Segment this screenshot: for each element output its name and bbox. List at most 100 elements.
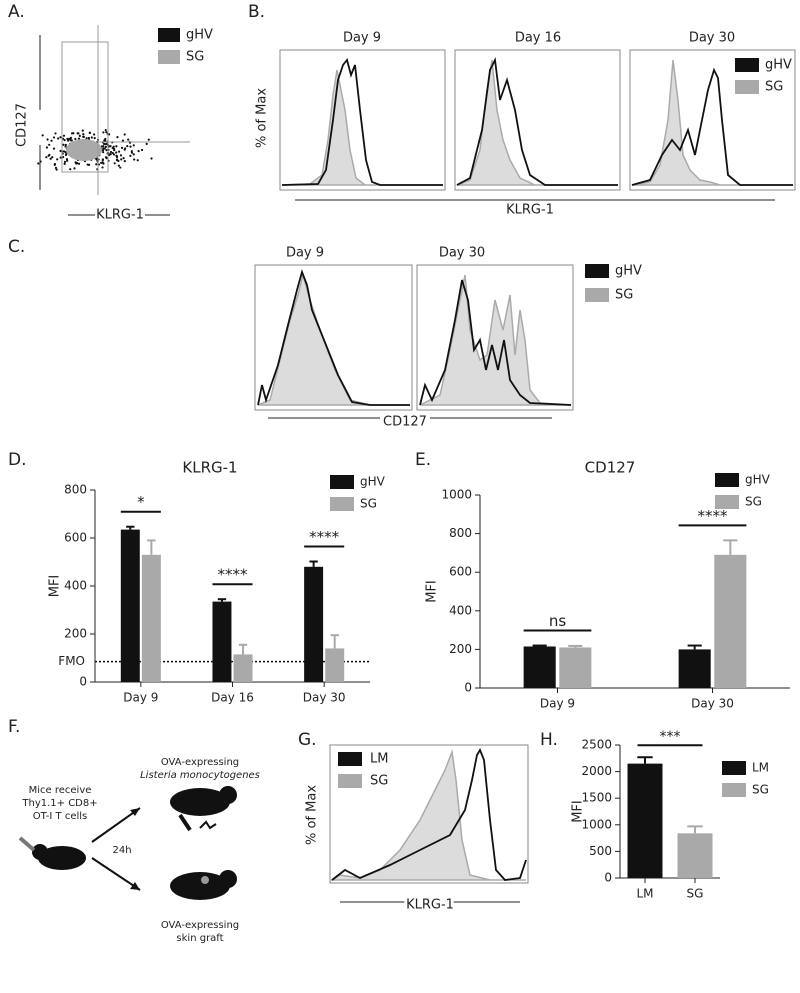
scatter-dot <box>86 163 89 166</box>
panel-g: G. LM SG % of Max KLRG-1 <box>298 730 529 916</box>
scatter-dot <box>145 142 148 145</box>
scatter-dot <box>39 160 42 163</box>
y-label: MFI <box>48 575 63 598</box>
scatter-dot <box>55 168 58 171</box>
scatter-dot <box>90 136 93 139</box>
panel-label: D. <box>8 450 27 470</box>
panel-c: C. Day 9 Day 30 gHV SG CD127 <box>8 237 642 430</box>
panel-label: E. <box>415 450 431 470</box>
legend-swatch <box>158 50 180 64</box>
panel-label: C. <box>8 237 25 257</box>
scatter-dot <box>37 162 40 165</box>
y-tick-label: 0 <box>79 675 87 689</box>
legend-label: SG <box>745 495 762 509</box>
legend-label: LM <box>370 752 388 767</box>
scatter-dot <box>102 147 106 150</box>
legend-label: gHV <box>360 475 386 489</box>
bar <box>714 554 747 688</box>
histogram-title: Day 30 <box>689 31 735 46</box>
scatter-dot <box>129 154 132 157</box>
bacteria-icon <box>199 820 217 830</box>
y-label: % of Max <box>305 785 320 845</box>
scatter-dot <box>101 149 105 152</box>
y-tick-label: 400 <box>449 603 472 617</box>
legend-label: SG <box>360 497 377 511</box>
mouse-icon <box>170 788 230 816</box>
scatter-dot <box>102 162 105 165</box>
scatter-dot <box>95 163 98 166</box>
scatter-dot <box>115 151 118 154</box>
scatter-dot <box>41 134 44 137</box>
diagram-text: Thy1.1+ CD8+ <box>21 798 97 809</box>
y-tick-label: 1500 <box>581 791 612 805</box>
legend-swatch <box>585 288 609 302</box>
histogram-title: Day 16 <box>515 31 561 46</box>
x-label: CD127 <box>383 415 427 430</box>
y-tick-label: 1000 <box>441 488 472 502</box>
bar <box>120 529 140 682</box>
bar <box>304 566 324 682</box>
scatter-dot <box>69 168 72 171</box>
legend-label: SG <box>615 288 633 303</box>
histogram-title: Day 30 <box>439 246 485 261</box>
scatter-dot <box>72 132 75 135</box>
scatter-dot <box>115 155 119 159</box>
scatter-dot <box>102 145 105 148</box>
scatter-dot <box>66 137 69 140</box>
scatter-dot <box>103 139 106 142</box>
bar <box>212 601 232 682</box>
bar <box>559 647 592 688</box>
scatter-dot <box>78 134 81 137</box>
x-tick-label: Day 30 <box>303 691 346 705</box>
scatter-dot <box>103 142 106 146</box>
panel-b: B. % of Max Day 9 Day 16 Day 30 gHV SG K… <box>248 2 796 221</box>
panel-label: H. <box>540 730 558 750</box>
y-label: MFI <box>571 800 586 823</box>
scatter-dot <box>127 138 130 141</box>
scatter-dot <box>105 149 108 152</box>
significance-label: **** <box>698 507 729 525</box>
scatter-dot <box>109 145 112 148</box>
scatter-dot <box>67 139 70 142</box>
scatter-dot <box>117 159 120 163</box>
histogram-frame <box>416 264 574 411</box>
scatter-dot <box>68 137 71 140</box>
y-tick-label: 0 <box>464 681 472 695</box>
bar <box>678 649 711 688</box>
scatter-dot <box>63 139 66 142</box>
scatter-dot <box>140 148 144 152</box>
y-label: % of Max <box>255 88 270 148</box>
diagram-text: skin graft <box>176 933 223 944</box>
scatter-dot <box>102 151 105 154</box>
scatter-dot <box>104 145 108 148</box>
legend-label: gHV <box>615 264 642 279</box>
scatter-dot <box>147 138 150 141</box>
histogram-title: Day 9 <box>286 246 324 261</box>
diagram-text: 24h <box>112 845 131 856</box>
scatter-dot <box>119 166 122 169</box>
y-tick-label: 200 <box>64 627 87 641</box>
mouse-icon <box>32 844 48 860</box>
scatter-dot <box>105 157 108 160</box>
gate <box>61 41 109 173</box>
scatter-dot <box>85 137 88 140</box>
syringe-icon <box>178 813 192 832</box>
scatter-dot <box>52 136 56 139</box>
scatter-dot <box>76 132 79 135</box>
mouse-icon <box>170 872 230 900</box>
scatter-cloud <box>37 128 153 171</box>
diagram-text: OT-I T cells <box>33 811 88 822</box>
scatter-dot <box>105 130 108 134</box>
scatter-dot <box>48 153 51 156</box>
significance-label: **** <box>309 528 340 546</box>
histogram-sg <box>329 749 526 881</box>
bar <box>627 763 663 878</box>
scatter-dot <box>50 139 53 142</box>
histogram-frame <box>629 49 796 191</box>
scatter-dot <box>87 136 91 140</box>
histogram-ghv <box>257 269 410 406</box>
histogram-frame <box>329 744 529 884</box>
y-tick-label: 600 <box>64 531 87 545</box>
scatter-dot <box>45 156 48 159</box>
x-tick-label: Day 9 <box>123 691 158 705</box>
